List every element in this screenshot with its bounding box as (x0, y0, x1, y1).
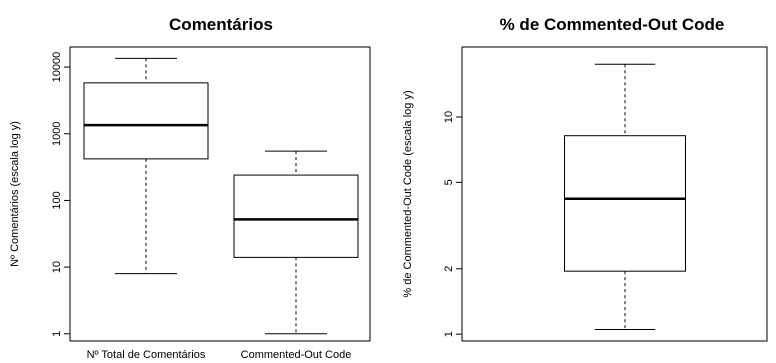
boxes (83, 57, 359, 335)
y-axis-label: % de Commented-Out Code (escala log y) (402, 90, 414, 297)
box-iqr (564, 135, 686, 272)
x-category-label: Commented-Out Code (241, 349, 352, 361)
y-tick-label: 1000 (51, 122, 63, 146)
boxes (564, 63, 686, 331)
plot-frame (461, 46, 768, 342)
chart-title: Comentários (169, 15, 273, 34)
chart-panel-percent-commented-out: % de Commented-Out Code % de Commented-O… (402, 15, 768, 342)
y-axis-label: Nº Comentários (escala log y) (9, 121, 21, 267)
plot-frame (69, 46, 371, 342)
y-tick-label: 2 (443, 266, 455, 272)
y-tick-label: 10 (51, 261, 63, 273)
x-axis-categories: Nº Total de Comentários Commented-Out Cod… (87, 349, 352, 361)
y-axis-ticks: 1 2 5 10 (443, 111, 462, 337)
y-tick-label: 10 (443, 111, 455, 123)
box-iqr (83, 82, 209, 160)
y-tick-label: 10000 (51, 52, 63, 83)
x-category-label: Nº Total de Comentários (87, 349, 206, 361)
y-tick-label: 5 (443, 179, 455, 185)
box-iqr (233, 174, 359, 258)
y-tick-label: 1 (443, 331, 455, 337)
y-tick-label: 1 (51, 331, 63, 337)
y-tick-label: 100 (51, 191, 63, 209)
chart-title: % de Commented-Out Code (500, 15, 725, 34)
chart-panel-comentarios: Comentários Nº Comentários (escala log y… (9, 15, 371, 361)
y-axis-ticks: 1 10 100 1000 10000 (51, 52, 70, 337)
